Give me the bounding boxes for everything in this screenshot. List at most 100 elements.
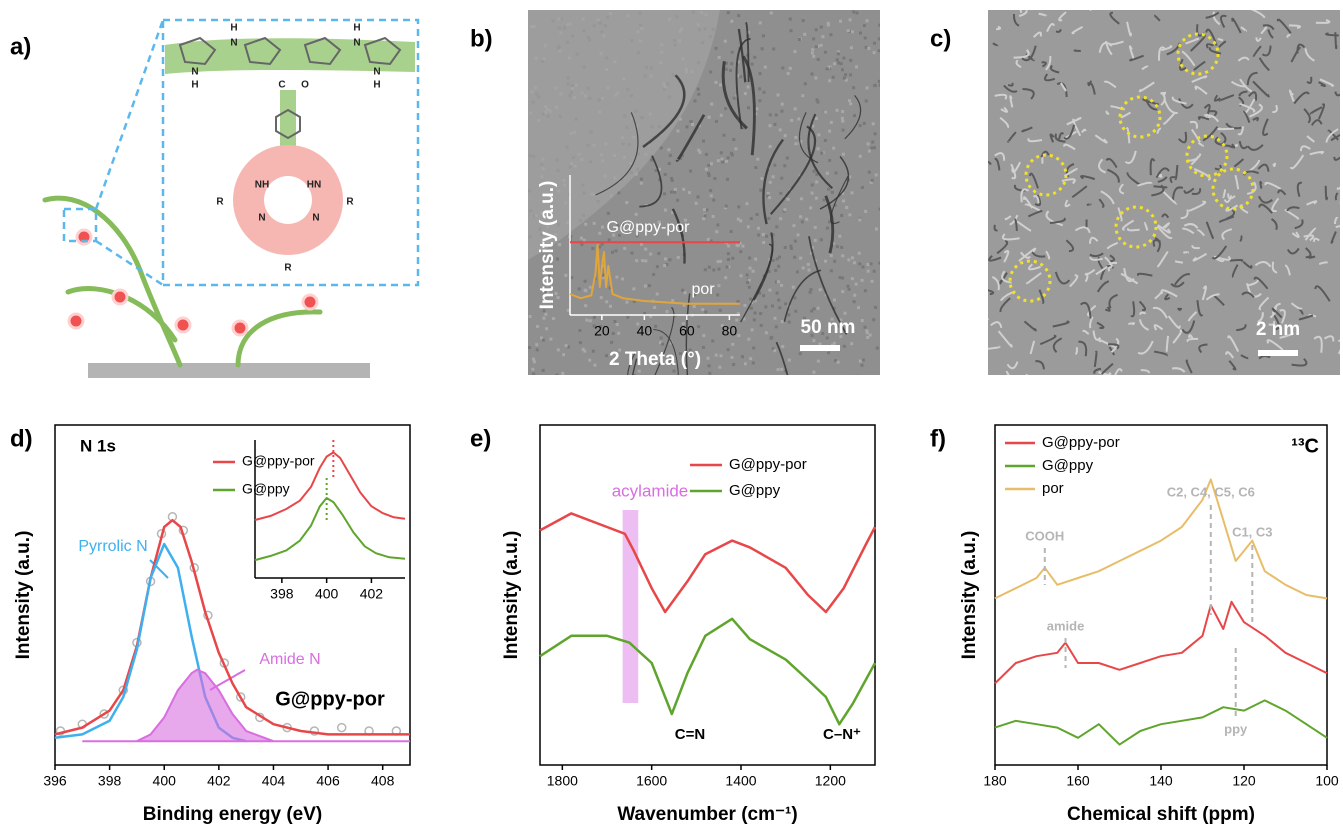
grain bbox=[579, 236, 583, 240]
grain bbox=[741, 244, 745, 248]
x-axis-label: Chemical shift (ppm) bbox=[1067, 804, 1255, 825]
grain bbox=[719, 151, 723, 155]
annotation: COOH bbox=[1025, 528, 1064, 543]
grain bbox=[635, 259, 639, 263]
lattice-fringe bbox=[1020, 251, 1031, 259]
grain bbox=[683, 291, 687, 295]
grain bbox=[797, 117, 801, 121]
grain bbox=[871, 140, 875, 144]
lattice-fringe bbox=[1253, 276, 1269, 290]
lattice-fringe bbox=[1234, 174, 1240, 190]
grain bbox=[772, 47, 776, 51]
lattice-fringe bbox=[1097, 256, 1104, 270]
lattice-fringe bbox=[1080, 301, 1092, 319]
lattice-fringe bbox=[1204, 114, 1220, 123]
x-tick-label: 400 bbox=[315, 586, 339, 602]
grain bbox=[673, 190, 677, 194]
grain bbox=[873, 132, 877, 136]
lattice-fringe bbox=[1291, 231, 1300, 239]
grain bbox=[717, 267, 721, 271]
grain bbox=[742, 126, 746, 130]
grain bbox=[755, 212, 759, 216]
atom-label: R bbox=[284, 263, 292, 274]
grain bbox=[736, 217, 740, 221]
grain bbox=[799, 256, 803, 260]
grain bbox=[654, 169, 658, 173]
x-tick-label: 100 bbox=[1315, 773, 1339, 789]
lattice-fringe bbox=[1303, 234, 1315, 242]
lattice-fringe bbox=[1031, 250, 1046, 258]
grain bbox=[874, 305, 878, 309]
grain bbox=[648, 360, 652, 364]
grain bbox=[841, 128, 845, 132]
grain bbox=[617, 233, 621, 237]
lattice-fringe bbox=[1162, 222, 1170, 229]
grain bbox=[588, 319, 592, 323]
grain bbox=[625, 300, 629, 304]
grain bbox=[697, 92, 701, 96]
lattice-fringe bbox=[1317, 103, 1326, 120]
grain bbox=[865, 331, 869, 335]
lattice-fringe bbox=[1096, 280, 1110, 293]
grain bbox=[767, 270, 771, 274]
lattice-fringe bbox=[1095, 266, 1108, 276]
series-line bbox=[569, 244, 740, 305]
grain bbox=[600, 225, 604, 229]
grain bbox=[814, 196, 818, 200]
wrinkle bbox=[798, 112, 819, 164]
lattice-fringe bbox=[1100, 362, 1114, 375]
grain bbox=[743, 303, 747, 307]
grain bbox=[841, 191, 845, 195]
grain bbox=[796, 233, 800, 237]
grain bbox=[709, 162, 713, 166]
grain bbox=[829, 269, 833, 273]
grain bbox=[877, 79, 880, 83]
lattice-fringe bbox=[1058, 11, 1067, 22]
grain bbox=[858, 31, 862, 35]
grain bbox=[852, 86, 856, 90]
wrinkle bbox=[819, 156, 850, 210]
lattice-fringe bbox=[1238, 140, 1249, 150]
lattice-fringe bbox=[1000, 106, 1008, 113]
grain bbox=[825, 171, 829, 175]
grain bbox=[626, 315, 630, 319]
lattice-fringe bbox=[1120, 111, 1132, 119]
grain bbox=[617, 191, 621, 195]
lattice-fringe bbox=[1262, 24, 1275, 31]
wrinkle bbox=[769, 125, 817, 215]
lattice-fringe bbox=[1009, 214, 1019, 226]
lattice-fringe bbox=[1145, 98, 1158, 111]
grain bbox=[583, 349, 587, 353]
grain bbox=[790, 118, 794, 122]
grain bbox=[833, 203, 837, 207]
lattice-fringe bbox=[994, 157, 1001, 171]
grain bbox=[668, 153, 672, 157]
grain bbox=[664, 257, 668, 261]
wrinkle bbox=[807, 113, 833, 190]
lattice-fringe bbox=[1211, 245, 1228, 260]
grain bbox=[541, 338, 545, 342]
grain bbox=[842, 344, 846, 348]
grain bbox=[833, 259, 837, 263]
grain bbox=[779, 191, 783, 195]
grain bbox=[544, 312, 548, 316]
lattice-fringe bbox=[1141, 65, 1149, 71]
grain bbox=[858, 218, 862, 222]
grain bbox=[835, 108, 839, 112]
lattice-fringe bbox=[1334, 91, 1340, 97]
lattice-fringe bbox=[994, 152, 1006, 161]
wrinkle bbox=[654, 306, 675, 375]
grain bbox=[704, 152, 708, 156]
grain bbox=[857, 306, 861, 310]
grain bbox=[778, 128, 782, 132]
pyrrole-rings bbox=[178, 36, 402, 140]
grain bbox=[775, 291, 779, 295]
grain bbox=[759, 312, 763, 316]
grain bbox=[697, 325, 701, 329]
lattice-fringe bbox=[1074, 226, 1091, 234]
grain bbox=[724, 67, 728, 71]
grain bbox=[847, 287, 851, 291]
grain bbox=[724, 204, 728, 208]
grain bbox=[870, 178, 874, 182]
grain bbox=[724, 276, 728, 280]
